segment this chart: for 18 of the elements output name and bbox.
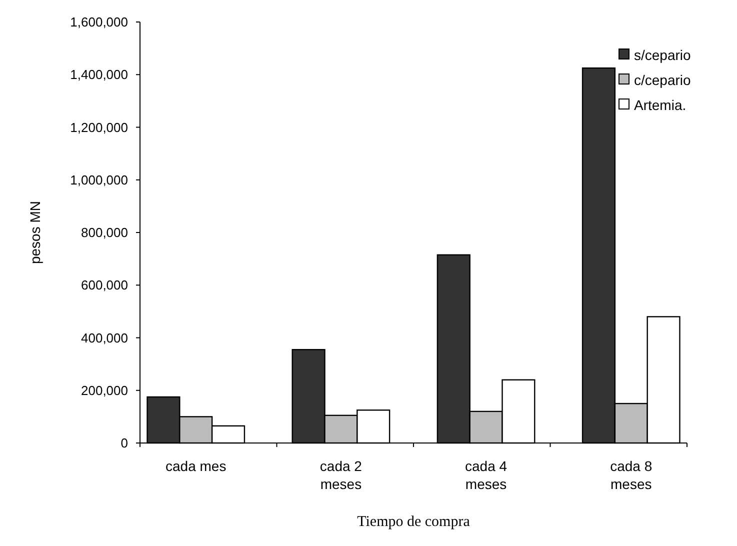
y-tick-label: 0 [120,436,128,451]
y-tick-label: 600,000 [81,278,128,293]
x-tick-label: cada 4 meses [465,458,508,492]
legend-label: Artemia. [634,96,686,113]
x-tick-label: cada mes [166,458,226,474]
y-tick-label: 1,000,000 [70,172,128,188]
y-axis-title: pesos MN [27,200,43,264]
y-tick-label: 400,000 [81,330,128,346]
y-tick-label: 800,000 [81,225,128,240]
y-tick-label: 1,200,000 [70,120,128,135]
legend-label: s/cepario [634,46,692,63]
legend-label: c/cepario [634,72,692,88]
x-axis-title: Tiempo de compra [357,514,470,530]
y-tick-label: 1,600,000 [70,14,128,30]
x-tick-label: cada 2 meses [320,458,362,492]
y-tick-label: 1,400,000 [70,67,128,82]
x-tick-label: cada 8 meses [610,458,652,492]
y-tick-label: 200,000 [81,382,128,398]
